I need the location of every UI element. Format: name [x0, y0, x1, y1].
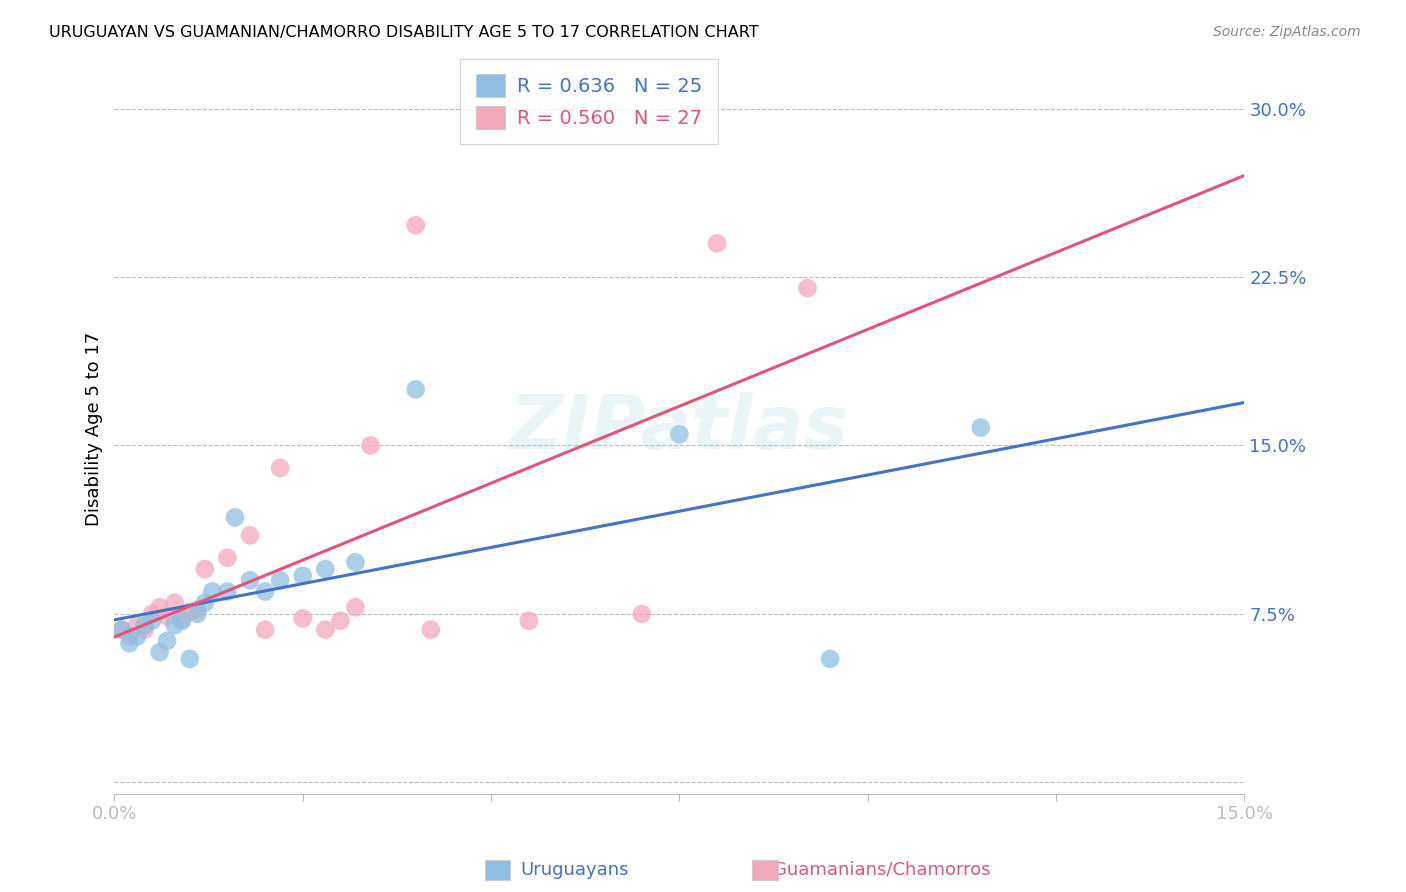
- Point: [254, 584, 277, 599]
- Point: [186, 607, 208, 621]
- Y-axis label: Disability Age 5 to 17: Disability Age 5 to 17: [86, 332, 103, 525]
- Point: [118, 636, 141, 650]
- Point: [186, 602, 208, 616]
- Text: URUGUAYAN VS GUAMANIAN/CHAMORRO DISABILITY AGE 5 TO 17 CORRELATION CHART: URUGUAYAN VS GUAMANIAN/CHAMORRO DISABILI…: [49, 25, 759, 40]
- Point: [179, 652, 201, 666]
- Text: Guamanians/Chamorros: Guamanians/Chamorros: [773, 861, 991, 879]
- Text: ZIPatlas: ZIPatlas: [509, 392, 849, 465]
- Point: [360, 438, 382, 452]
- Point: [517, 614, 540, 628]
- Point: [141, 607, 163, 621]
- Point: [291, 611, 314, 625]
- Point: [706, 236, 728, 251]
- Point: [269, 461, 291, 475]
- Point: [163, 596, 186, 610]
- Point: [217, 584, 239, 599]
- Point: [134, 623, 156, 637]
- Point: [254, 623, 277, 637]
- Point: [269, 574, 291, 588]
- Point: [344, 600, 367, 615]
- Point: [172, 611, 194, 625]
- Point: [217, 550, 239, 565]
- Point: [224, 510, 246, 524]
- Point: [141, 614, 163, 628]
- Point: [149, 645, 172, 659]
- Point: [194, 596, 217, 610]
- Point: [239, 528, 262, 542]
- Point: [405, 382, 427, 396]
- Point: [179, 605, 201, 619]
- Point: [668, 427, 690, 442]
- Point: [344, 555, 367, 569]
- Point: [970, 420, 993, 434]
- Point: [405, 219, 427, 233]
- Point: [172, 614, 194, 628]
- Point: [125, 618, 148, 632]
- Point: [111, 623, 134, 637]
- Point: [796, 281, 818, 295]
- Legend: R = 0.636   N = 25, R = 0.560   N = 27: R = 0.636 N = 25, R = 0.560 N = 27: [460, 59, 717, 145]
- Point: [239, 574, 262, 588]
- Text: Source: ZipAtlas.com: Source: ZipAtlas.com: [1213, 25, 1361, 39]
- Point: [194, 562, 217, 576]
- Point: [156, 609, 179, 624]
- Point: [419, 623, 441, 637]
- Point: [314, 623, 336, 637]
- Point: [149, 600, 172, 615]
- Point: [118, 629, 141, 643]
- Point: [125, 629, 148, 643]
- Point: [630, 607, 652, 621]
- Point: [818, 652, 841, 666]
- Text: Uruguayans: Uruguayans: [520, 861, 628, 879]
- Point: [329, 614, 352, 628]
- Point: [111, 623, 134, 637]
- Point: [156, 634, 179, 648]
- Point: [134, 618, 156, 632]
- Point: [163, 618, 186, 632]
- Point: [314, 562, 336, 576]
- Point: [201, 584, 224, 599]
- Point: [291, 568, 314, 582]
